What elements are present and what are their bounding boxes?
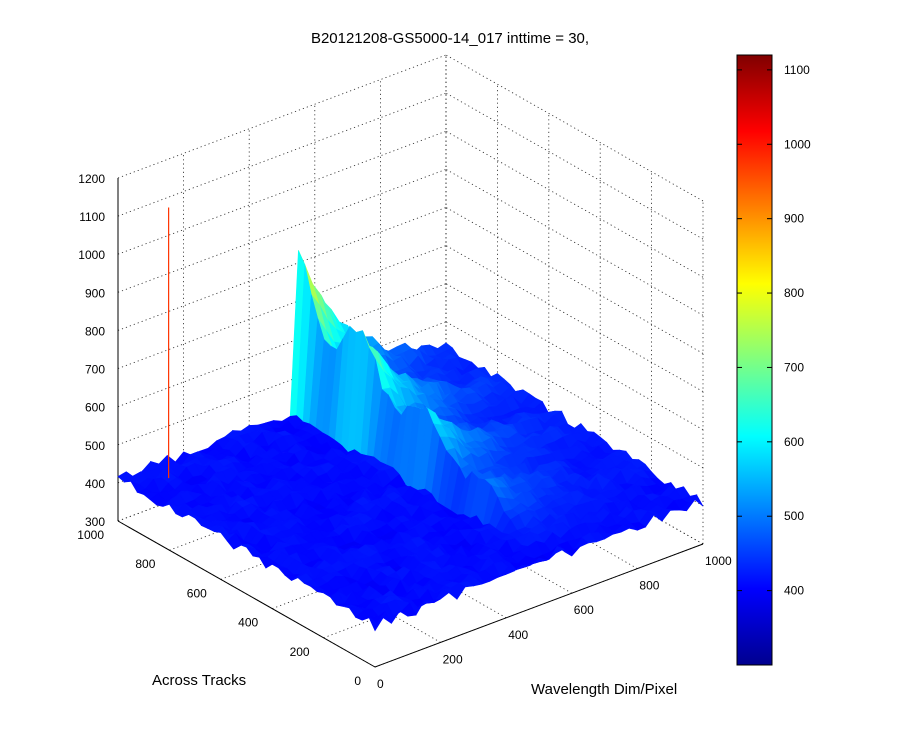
grid-line <box>117 54 447 179</box>
z-tick-label: 900 <box>85 286 105 300</box>
y-tick-label: 600 <box>187 586 207 600</box>
y-axis-line <box>117 520 376 668</box>
grid-line <box>445 130 704 278</box>
chart-title: B20121208-GS5000-14_017 inttime = 30, <box>310 30 590 47</box>
z-tick-label: 600 <box>85 401 105 415</box>
grid-line <box>117 168 447 293</box>
y-axis-label: Across Tracks <box>152 672 247 689</box>
x-tick-label: 1000 <box>705 554 732 568</box>
y-tick-label: 1000 <box>77 528 104 542</box>
z-tick-label: 500 <box>85 439 105 453</box>
x-tick-label: 400 <box>508 628 528 642</box>
y-tick-label: 400 <box>238 616 258 630</box>
z-tick-label: 300 <box>85 515 105 529</box>
y-tick-label: 200 <box>290 645 310 659</box>
colorbar: 400 500 600 700 800 900 1000 1100 <box>736 54 811 666</box>
grid-line <box>117 92 447 217</box>
colorbar-tick-label: 500 <box>784 509 804 523</box>
grid-line <box>117 207 447 331</box>
axis-ticks: 0200400600800100002004006008001000300400… <box>77 172 732 691</box>
colorbar-tick-label: 800 <box>784 286 804 300</box>
x-tick-label: 800 <box>639 579 659 593</box>
grid-line <box>445 321 704 469</box>
x-tick-label: 200 <box>443 652 463 666</box>
grid-line <box>445 168 704 316</box>
x-tick-label: 0 <box>377 677 384 691</box>
colorbar-gradient <box>736 54 773 666</box>
grid-line <box>445 283 704 431</box>
colorbar-tick-label: 1000 <box>784 137 811 151</box>
z-tick-label: 1200 <box>78 172 105 186</box>
x-axis-label: Wavelength Dim/Pixel <box>531 681 678 698</box>
colorbar-tick-label: 1100 <box>784 63 810 77</box>
grid-line <box>445 245 704 392</box>
z-tick-label: 400 <box>85 477 105 491</box>
z-tick-label: 1100 <box>79 210 105 224</box>
grid-line <box>117 130 447 255</box>
grid-line <box>445 54 704 202</box>
y-tick-label: 800 <box>135 557 155 571</box>
grid-line <box>445 92 704 240</box>
x-tick-label: 600 <box>574 603 594 617</box>
grid-line <box>445 207 704 354</box>
z-tick-label: 700 <box>85 363 105 377</box>
colorbar-tick-label: 400 <box>784 584 804 598</box>
z-tick-label: 1000 <box>78 248 105 262</box>
surface-patch <box>368 616 384 632</box>
colorbar-tick-label: 600 <box>784 435 804 449</box>
z-tick-label: 800 <box>85 324 105 338</box>
colorbar-tick-label: 700 <box>784 360 804 374</box>
surface-plot <box>117 207 704 632</box>
x-axis-line <box>374 543 704 668</box>
y-tick-label: 0 <box>354 674 361 688</box>
colorbar-tick-label: 900 <box>784 212 804 226</box>
